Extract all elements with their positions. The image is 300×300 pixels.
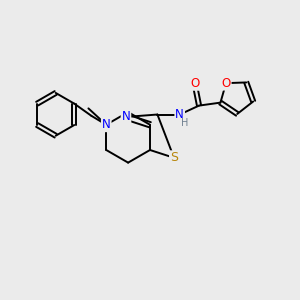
Text: N: N: [175, 108, 184, 121]
Text: H: H: [182, 118, 189, 128]
Text: S: S: [170, 151, 178, 164]
Text: O: O: [190, 77, 199, 90]
Text: N: N: [102, 118, 111, 131]
Text: O: O: [221, 76, 231, 90]
Text: N: N: [122, 110, 130, 123]
